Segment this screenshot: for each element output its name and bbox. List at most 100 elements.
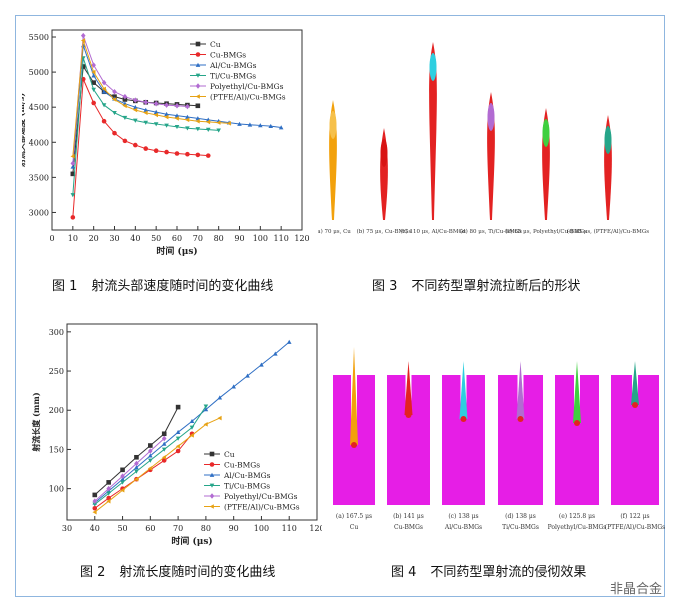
jet-label: (b) 75 μs, Cu-BMGs	[357, 228, 412, 235]
target-sublabel: Al/Cu-BMGs	[444, 524, 482, 531]
data-point	[70, 171, 76, 177]
data-point	[189, 425, 195, 430]
x-axis-label: 时间 (μs)	[156, 245, 197, 257]
x-tick-label: 40	[130, 234, 140, 243]
data-point	[134, 454, 139, 460]
data-point	[195, 103, 201, 109]
target-sublabel: Ti/Cu-BMGs	[502, 524, 539, 531]
series-4	[70, 32, 190, 167]
data-point	[106, 491, 111, 496]
series-line	[72, 35, 188, 164]
data-point	[161, 435, 167, 442]
jet-shape-panel: (a) 70 μs, Cu (b) 75 μs, Cu-BMGs(c) 110 μ…	[318, 42, 649, 235]
data-point	[205, 153, 211, 158]
data-point	[134, 460, 139, 467]
penetrating-jet	[631, 361, 639, 405]
data-point	[92, 502, 98, 507]
series-5	[70, 38, 231, 159]
length-chart: 30 40 50 60 70 80 90 100 110 120 100 150 200 250 300 时间…	[31, 323, 322, 546]
jet-2: (c) 110 μs, Al/Cu-BMGs	[400, 42, 466, 235]
penetration-panel: (a) 167.5 μs Cu (b) 141 μs Cu-BMGs (c) 138 μ…	[333, 347, 665, 531]
legend-label: Al/Cu-BMGs	[223, 471, 271, 480]
data-point	[133, 104, 138, 110]
data-point	[174, 103, 180, 109]
jet-tip	[380, 139, 388, 167]
data-point	[189, 418, 195, 424]
figure2-text: 射流长度随时间的变化曲线	[119, 565, 276, 580]
jet-tip	[460, 416, 467, 422]
data-point	[112, 110, 117, 116]
y-tick-label: 200	[49, 406, 64, 415]
data-point	[133, 107, 138, 113]
data-point	[112, 97, 117, 102]
legend-marker	[209, 472, 215, 477]
jet-5: (f) 85 μs, (PTFE/Al)/Cu-BMGs	[567, 115, 649, 235]
data-point	[286, 339, 292, 344]
jet-tip	[542, 119, 550, 147]
legend-label: (PTFE/Al)/Cu-BMGs	[210, 93, 286, 102]
data-point	[122, 93, 128, 100]
data-point	[70, 215, 76, 220]
series-4	[92, 435, 167, 504]
data-point	[195, 118, 200, 124]
data-point	[175, 436, 181, 441]
series-3	[92, 404, 209, 507]
series-line	[72, 57, 219, 195]
data-point	[120, 473, 125, 479]
data-point	[122, 103, 127, 109]
x-tick-label: 110	[282, 524, 297, 533]
data-point	[148, 453, 153, 458]
y-tick-label: 100	[49, 485, 64, 494]
jet-label: (a) 70 μs, Cu	[318, 228, 351, 235]
jet-4: (e) 65 μs, Polyethyl/Cu-BMGs	[505, 108, 587, 235]
plot-area	[66, 323, 318, 521]
penetrating-jet	[350, 347, 358, 445]
jet-tip	[632, 402, 638, 408]
data-point	[112, 88, 117, 95]
series-2	[92, 339, 292, 505]
target-label: (c) 138 μs	[448, 513, 478, 520]
data-point	[175, 448, 181, 454]
legend-marker	[209, 493, 215, 499]
x-tick-label: 80	[201, 524, 211, 533]
data-point	[185, 103, 190, 110]
x-tick-label: 10	[68, 234, 78, 243]
series-line	[94, 433, 193, 509]
x-tick-label: 80	[214, 234, 224, 243]
data-point	[185, 151, 190, 157]
data-point	[195, 116, 201, 121]
legend-marker	[195, 73, 201, 78]
data-point	[134, 476, 139, 482]
data-point	[258, 123, 263, 128]
data-point	[174, 113, 180, 118]
data-point	[106, 480, 111, 485]
data-point	[161, 454, 167, 460]
series-1	[92, 431, 195, 511]
figure1-caption: 图 1 射流头部速度随时间的变化曲线	[52, 275, 273, 294]
data-point	[112, 130, 117, 136]
data-point	[161, 431, 167, 437]
jet-tip	[487, 103, 495, 131]
series-line	[72, 78, 209, 218]
x-tick-label: 100	[254, 524, 269, 533]
data-point	[101, 86, 106, 92]
legend-label: Polyethyl/Cu-BMGs	[210, 82, 284, 91]
target-sublabel: Cu	[350, 524, 359, 531]
data-point	[106, 485, 111, 492]
figure4-text: 不同药型罩射流的侵彻效果	[430, 565, 587, 580]
x-tick-label: 60	[172, 234, 182, 243]
data-point	[226, 121, 231, 126]
y-tick-label: 3000	[29, 208, 49, 217]
jet-tip	[429, 53, 437, 81]
x-tick-label: 20	[89, 234, 99, 243]
data-point	[203, 407, 209, 412]
x-tick-label: 50	[151, 234, 161, 243]
y-tick-label: 250	[49, 367, 64, 376]
data-point	[120, 480, 125, 485]
data-point	[122, 138, 128, 144]
data-point	[92, 498, 98, 504]
penetrating-jet	[516, 361, 525, 419]
data-point	[217, 415, 222, 421]
y-tick-label: 5000	[29, 68, 49, 77]
figure1-text: 射流头部速度随时间的变化曲线	[91, 279, 274, 294]
